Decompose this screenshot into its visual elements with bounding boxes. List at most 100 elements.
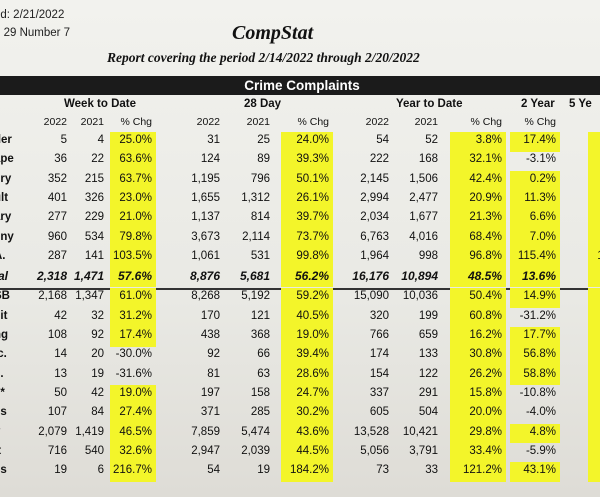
row-label: ng [0, 329, 9, 341]
table-cell: 222 [369, 153, 389, 166]
table-cell: 4.8% [529, 425, 556, 438]
table-cell: 20 [91, 348, 104, 361]
highlight-fill [510, 132, 560, 152]
row-label: e* [0, 386, 5, 399]
table-cell: 27.4% [119, 406, 152, 419]
table-cell: 3.8% [475, 134, 502, 146]
table-cell: 28.6% [296, 367, 329, 380]
table-cell: 320 [369, 309, 389, 322]
table-cell: 1 [586, 211, 600, 223]
table-cell: 16.2% [469, 329, 502, 341]
highlight-fill [281, 132, 333, 152]
table-cell: 960 [47, 230, 67, 243]
highlight-fill [450, 228, 506, 249]
table-cell: -31.6% [115, 367, 152, 380]
table-cell: 814 [250, 211, 270, 224]
highlight-fill [281, 327, 333, 347]
row-label: es [0, 464, 7, 477]
column-header: 2022 [196, 116, 220, 128]
table-cell: 61.0% [119, 290, 152, 303]
table-cell: 56.2% [294, 269, 329, 284]
highlight-fill [588, 462, 600, 482]
table-cell: 33.4% [469, 444, 502, 457]
highlight-fill [110, 442, 156, 463]
table-cell: 19 [91, 367, 104, 380]
highlight-fill [588, 307, 600, 328]
table-cell: 32.1% [469, 153, 502, 166]
group-week-to-date: Week to Date [64, 98, 137, 110]
column-header: % Chg [524, 116, 556, 128]
column-header: 2022 [43, 116, 67, 128]
highlight-fill [510, 189, 560, 210]
table-cell: 6.6% [529, 211, 556, 224]
highlight-fill [510, 327, 560, 347]
row-label: SB [0, 290, 10, 303]
table-cell: 50 [54, 386, 67, 399]
table-cell: 154 [369, 367, 389, 380]
table-cell: 6 [586, 368, 600, 380]
highlight-fill [281, 442, 333, 463]
table-cell: 2,994 [360, 191, 389, 204]
group-year-to-date: Year to Date [396, 98, 463, 110]
table-cell: 20.9% [469, 191, 502, 204]
table-cell: 659 [418, 329, 438, 341]
table-cell: 32.6% [119, 444, 152, 457]
table-cell: 371 [200, 406, 220, 419]
column-header: 2021 [246, 116, 270, 128]
table-cell: 63.7% [119, 172, 152, 185]
table-cell: -5.9% [525, 444, 556, 457]
table-cell: 1,964 [360, 249, 389, 262]
table-cell: 1,506 [409, 172, 438, 185]
table-cell: 1,312 [241, 191, 270, 204]
highlight-fill [281, 267, 333, 287]
table-cell: 2,079 [38, 425, 67, 438]
table-cell: 17.4% [523, 134, 556, 146]
table-cell: 29.8% [469, 425, 502, 438]
table-cell: 19.0% [296, 329, 329, 341]
highlight-fill [510, 346, 560, 367]
table-cell: 352 [47, 172, 67, 185]
table-cell: 73.7% [296, 230, 329, 243]
highlight-fill [450, 307, 506, 328]
row-label: ape [0, 153, 14, 166]
table-cell: 99.8% [296, 249, 329, 262]
column-header: % Chg [120, 116, 152, 128]
table-cell: 337 [369, 386, 389, 399]
table-cell: 73 [376, 464, 389, 477]
table-cell: 26.1% [296, 191, 329, 204]
highlight-fill [450, 209, 506, 229]
highlight-fill [588, 132, 600, 152]
table-cell: 2,145 [360, 172, 389, 185]
table-cell: 17.7% [523, 329, 556, 341]
row-label: eny [0, 230, 14, 243]
table-cell: 3,791 [409, 444, 438, 457]
table-cell: 63 [257, 367, 270, 380]
table-cell: 8,876 [189, 269, 220, 284]
table-cell: 23.0% [119, 191, 152, 204]
table-cell: 33 [425, 464, 438, 477]
highlight-fill [450, 423, 506, 444]
row-label: sit [0, 309, 8, 322]
table-cell: 48.5% [467, 269, 502, 284]
table-cell: 5 [60, 134, 67, 146]
highlight-fill [281, 189, 333, 210]
highlight-fill [110, 189, 156, 210]
table-cell: 2,114 [242, 230, 270, 243]
table-cell: 24.7% [296, 386, 329, 399]
table-cell: 14 [54, 348, 67, 361]
row-label: ery [0, 172, 12, 185]
highlight-fill [588, 384, 600, 405]
table-cell: 133 [418, 348, 438, 361]
table-cell: 36 [54, 153, 67, 166]
table-cell: 168 [418, 153, 438, 166]
table-cell: 10,894 [401, 269, 438, 284]
table-cell: 174 [369, 348, 389, 361]
group-5-year: 5 Ye [569, 98, 592, 110]
table-cell: 13 [54, 367, 67, 380]
table-cell: 215 [84, 172, 104, 185]
highlight-fill [110, 247, 156, 268]
table-cell: 13,528 [353, 425, 389, 438]
table-cell: 716 [47, 444, 67, 457]
table-cell: 401 [47, 191, 67, 204]
table-cell: -31.2% [519, 309, 556, 322]
